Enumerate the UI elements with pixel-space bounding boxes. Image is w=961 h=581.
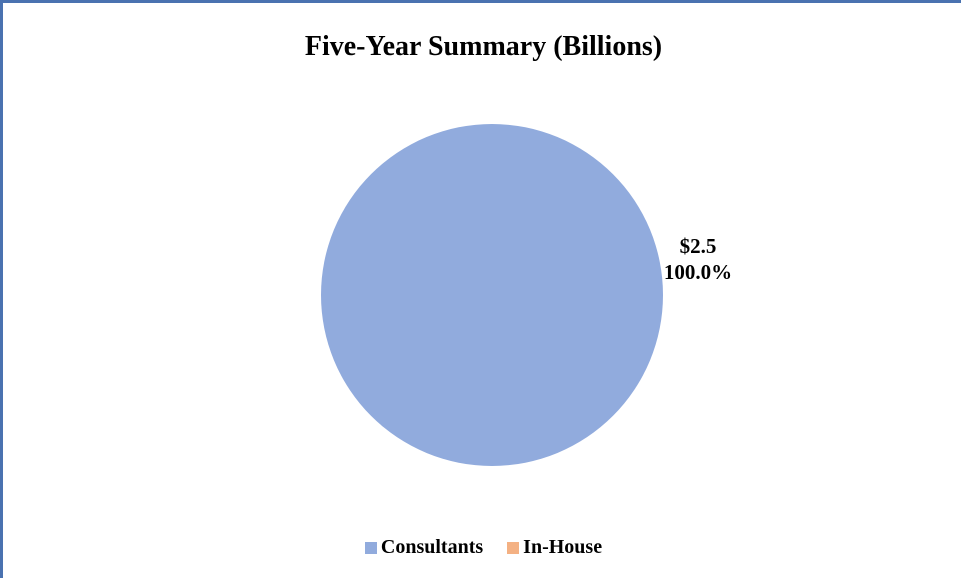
legend: Consultants In-House <box>3 536 961 559</box>
pie-chart <box>321 124 663 466</box>
legend-swatch-in-house <box>507 541 520 554</box>
legend-item-in-house: In-House <box>507 536 602 559</box>
legend-label-in-house: In-House <box>523 536 603 558</box>
data-label-consultants: $2.5 100.0% <box>653 233 743 285</box>
legend-swatch-consultants <box>364 541 377 554</box>
legend-item-consultants: Consultants <box>364 536 484 559</box>
pie-slice-consultants <box>321 124 663 466</box>
data-label-value: $2.5 <box>679 234 717 258</box>
data-label-percent: 100.0% <box>663 260 733 284</box>
chart-title: Five-Year Summary (Billions) <box>304 31 663 62</box>
legend-label-consultants: Consultants <box>380 536 484 558</box>
